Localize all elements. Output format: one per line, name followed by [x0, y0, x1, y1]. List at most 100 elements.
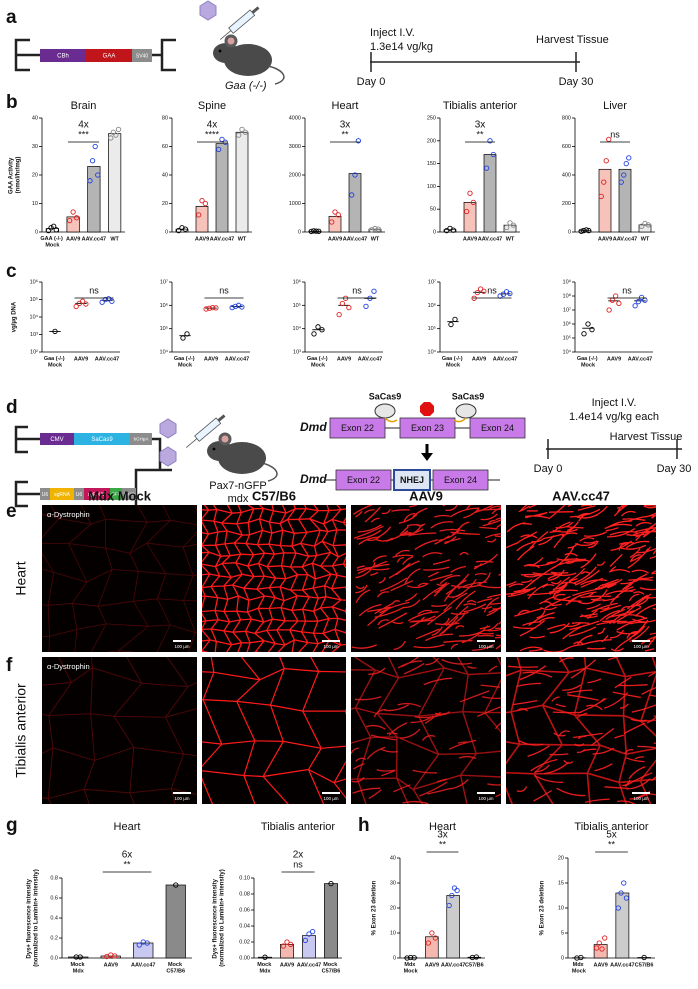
x-tick-label: AAV9	[66, 236, 80, 242]
column-header: Mdx Mock	[88, 488, 152, 503]
micrograph-texture	[42, 657, 197, 804]
mouse-d: Pax7-nGFP mdx	[159, 414, 278, 505]
data-point	[432, 935, 439, 941]
data-point	[454, 887, 460, 894]
data-point	[329, 219, 335, 225]
data-point	[95, 172, 101, 178]
data-point	[339, 300, 346, 307]
bar	[302, 935, 316, 959]
data-point	[262, 954, 268, 960]
data-point	[490, 151, 496, 158]
nuclease-label: SaCas9	[452, 391, 485, 401]
chart-title: Tibialis anterior	[574, 821, 649, 833]
micrograph-texture	[351, 657, 501, 804]
x-tick-label: AAV.cc47	[210, 236, 234, 242]
data-point	[510, 222, 516, 228]
y-tick-label: 0.0	[50, 955, 58, 961]
data-point	[332, 209, 338, 215]
data-point	[335, 212, 341, 218]
exon-label: Exon 24	[481, 423, 514, 433]
x-tick-label: AAV.cc47	[441, 962, 465, 968]
data-point	[83, 301, 89, 307]
data-point	[108, 135, 114, 141]
data-point	[311, 331, 317, 337]
exon-label: Exon 23	[411, 423, 444, 433]
significance-label: **	[341, 129, 349, 139]
fold-label: 4x	[207, 120, 218, 131]
data-point	[375, 226, 381, 232]
bar	[638, 224, 652, 233]
panel-letter: b	[6, 92, 18, 113]
box-label: SaCas9	[91, 437, 113, 443]
x-tick-label: WT	[641, 236, 650, 242]
bar	[133, 942, 154, 959]
data-point	[615, 905, 621, 911]
dmd-diagram: Dmd SaCas9 SaCas9 Exon 22 Exon 23 Exon 2…	[300, 391, 526, 491]
significance-label: ns	[622, 285, 632, 295]
y-tick-label: 0.8	[50, 875, 58, 881]
data-point	[173, 882, 179, 888]
data-point	[113, 132, 119, 138]
panel-letter: e	[6, 501, 17, 522]
data-point	[206, 305, 213, 311]
y-tick-label: 200	[427, 138, 436, 144]
box-label: GAA	[103, 54, 116, 60]
x-tick-label: WT	[110, 236, 119, 242]
y-tick-label: 10⁴	[30, 313, 39, 320]
data-point	[507, 290, 513, 297]
data-point	[612, 293, 619, 299]
column-header: C57/B6	[252, 488, 296, 503]
data-point	[92, 143, 98, 150]
data-point	[621, 880, 627, 886]
chart-title: Spine	[198, 100, 226, 112]
y-tick-label: 10⁴	[160, 348, 169, 355]
mouse-label: Gaa (-/-)	[225, 80, 267, 92]
data-point	[451, 885, 458, 891]
micrograph-texture	[351, 505, 501, 652]
data-point	[352, 172, 358, 178]
data-point	[589, 326, 595, 333]
y-tick-label: 40	[32, 115, 38, 121]
panel-letter: f	[6, 655, 13, 676]
x-tick-label: Mdx Mock	[572, 962, 587, 974]
y-tick-label: 0	[433, 229, 436, 235]
data-point	[429, 930, 435, 936]
x-tick-label: AAV.cc47	[225, 356, 249, 362]
row-label: Tibialis anterior	[13, 683, 29, 778]
y-tick-label: 4000	[289, 115, 301, 121]
chart-title: Heart	[114, 821, 141, 833]
y-tick-label: 1000	[289, 201, 301, 207]
y-axis-label: vg/µg DNA	[12, 301, 18, 332]
bar	[618, 168, 632, 233]
panel-letter: d	[6, 397, 18, 418]
timeline-text: 1.4e14 vg/kg each	[569, 411, 659, 423]
micrograph-texture	[351, 657, 501, 804]
panel-letter: c	[6, 261, 17, 282]
data-point	[449, 892, 455, 899]
data-point	[199, 197, 205, 204]
data-point	[87, 178, 93, 184]
data-point	[639, 223, 645, 229]
y-tick-label: 15	[558, 880, 564, 886]
x-tick-label: AAV9	[104, 962, 118, 968]
data-point	[446, 902, 452, 909]
significance-label: ns	[293, 859, 303, 869]
x-tick-label: AAV.cc47	[613, 236, 637, 242]
y-tick-label: 0.08	[239, 891, 250, 897]
x-tick-label: AAV.cc47	[82, 236, 106, 242]
x-tick-label: AAV9	[204, 356, 218, 362]
panel-letter: g	[6, 815, 18, 836]
data-point	[311, 228, 317, 234]
scale-bar-label: 100 µm	[633, 644, 648, 649]
data-point	[411, 955, 417, 961]
data-point	[319, 327, 325, 333]
y-tick-label: 800	[562, 115, 571, 121]
bar	[195, 206, 209, 233]
data-point	[110, 129, 116, 135]
y-tick-label: 10²	[30, 349, 38, 355]
bar	[258, 956, 272, 959]
micrograph-bg	[506, 505, 656, 652]
data-point	[67, 217, 73, 224]
data-point	[407, 954, 414, 961]
